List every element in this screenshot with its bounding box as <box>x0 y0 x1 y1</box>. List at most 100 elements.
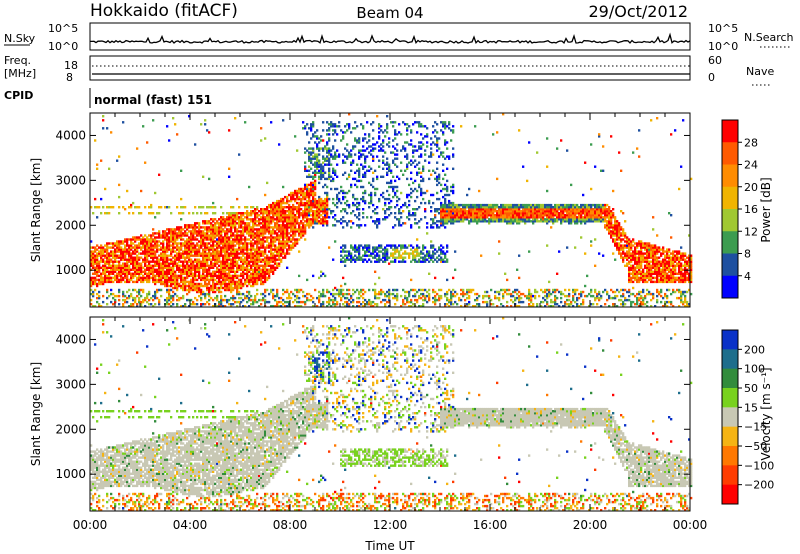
power-cell <box>106 256 109 259</box>
power-cell <box>176 226 179 229</box>
power-cell <box>340 201 343 205</box>
power-cell <box>274 250 277 253</box>
power-cell <box>440 206 443 209</box>
power-cell <box>214 278 217 282</box>
power-cell <box>126 290 129 294</box>
power-cell <box>236 250 239 253</box>
power-cell <box>294 220 297 223</box>
power-cell <box>242 252 245 255</box>
power-cell <box>130 206 133 209</box>
power-cell <box>260 208 263 211</box>
power-cell <box>286 224 289 227</box>
power-cell <box>290 193 293 197</box>
power-cell <box>266 218 269 221</box>
power-cell <box>434 248 437 251</box>
power-cell <box>318 201 321 205</box>
power-cell <box>176 232 179 235</box>
power-cell <box>174 280 177 284</box>
power-cell <box>348 113 351 116</box>
power-cell <box>368 248 371 251</box>
power-cell <box>210 248 213 251</box>
power-cell <box>100 250 103 253</box>
power-cell <box>136 270 139 273</box>
power-cell <box>432 288 435 292</box>
power-cell <box>338 292 341 296</box>
power-cell <box>340 296 343 300</box>
power-cell <box>140 276 143 280</box>
power-cell <box>212 242 215 245</box>
power-cell <box>226 234 229 237</box>
power-cell <box>402 298 405 302</box>
power-cell <box>300 208 303 211</box>
power-cell <box>348 127 351 130</box>
power-cell <box>194 246 197 249</box>
power-cell <box>196 254 199 257</box>
power-cell <box>174 228 177 231</box>
power-cell <box>244 305 247 308</box>
power-cell <box>292 236 295 239</box>
power-cell <box>220 234 223 237</box>
power-cell <box>98 268 101 271</box>
power-cell <box>136 244 139 247</box>
power-cell <box>438 197 441 201</box>
power-cell <box>256 244 259 247</box>
power-cell <box>176 305 179 308</box>
power-cell <box>202 258 205 261</box>
power-cell <box>202 276 205 280</box>
power-cell <box>172 117 175 120</box>
power-cell <box>450 292 453 296</box>
power-cell <box>454 210 457 213</box>
power-cell <box>142 258 145 261</box>
power-cell <box>124 248 127 251</box>
power-cell <box>334 171 337 174</box>
power-cell <box>282 226 285 229</box>
power-cell <box>370 167 373 170</box>
power-cell <box>244 236 247 239</box>
power-cell <box>422 292 425 296</box>
power-cell <box>184 248 187 251</box>
power-cell <box>204 254 207 257</box>
power-cell <box>316 199 319 203</box>
power-cell <box>160 268 163 271</box>
power-cell <box>178 242 181 245</box>
power-cell <box>218 256 221 259</box>
power-cell <box>234 222 237 225</box>
power-cell <box>242 260 245 263</box>
power-cell <box>198 250 201 253</box>
power-cell <box>180 232 183 235</box>
power-cell <box>246 246 249 249</box>
power-cell <box>312 151 315 154</box>
power-cell <box>212 254 215 257</box>
power-cell <box>232 296 235 300</box>
power-cell <box>252 236 255 239</box>
power-cell <box>204 252 207 255</box>
power-cell <box>96 292 99 296</box>
power-cell <box>142 236 145 239</box>
power-cell <box>274 298 277 302</box>
power-cell <box>350 258 353 261</box>
power-cell <box>374 290 377 294</box>
power-cell <box>368 244 371 247</box>
power-cell <box>94 206 97 209</box>
power-cell <box>340 288 343 292</box>
power-cell <box>216 234 219 237</box>
power-cell <box>178 234 181 237</box>
power-cell <box>192 226 195 229</box>
power-cell <box>254 228 257 231</box>
power-cell <box>228 216 231 219</box>
power-cell <box>116 260 119 263</box>
power-cell <box>400 254 403 257</box>
power-cell <box>314 131 317 134</box>
power-cell <box>394 260 397 263</box>
power-cell <box>270 206 273 209</box>
power-cell <box>172 290 175 294</box>
power-cell <box>118 195 121 199</box>
power-cell <box>318 212 321 215</box>
power-cell <box>96 268 99 271</box>
power-cell <box>114 270 117 273</box>
power-cell <box>234 256 237 259</box>
power-cell <box>208 252 211 255</box>
power-cell <box>230 236 233 239</box>
power-cell <box>218 226 221 229</box>
power-cell <box>306 298 309 302</box>
